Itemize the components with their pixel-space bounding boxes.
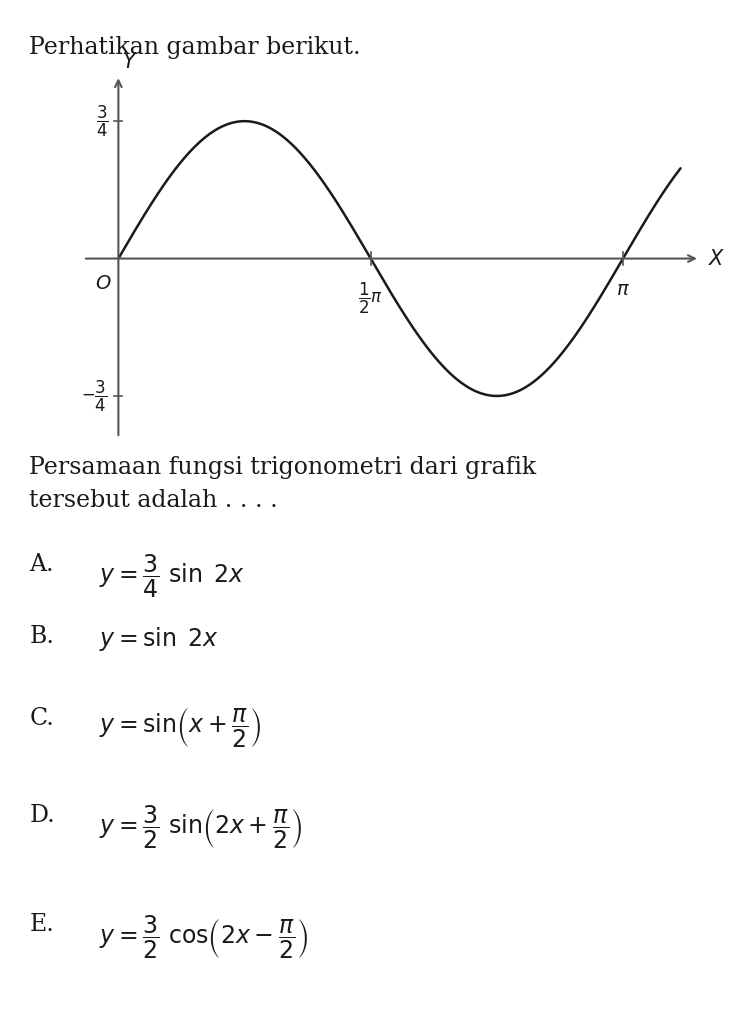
- Text: $O$: $O$: [95, 275, 112, 293]
- Text: $y = \dfrac{3}{4}\ \sin\ 2x$: $y = \dfrac{3}{4}\ \sin\ 2x$: [99, 553, 245, 600]
- Text: $y = \sin\!\left(x + \dfrac{\pi}{2}\right)$: $y = \sin\!\left(x + \dfrac{\pi}{2}\righ…: [99, 707, 261, 750]
- Text: C.: C.: [29, 707, 54, 729]
- Text: B.: B.: [29, 625, 54, 647]
- Text: $Y$: $Y$: [123, 51, 139, 72]
- Text: $y = \dfrac{3}{2}\ \cos\!\left(2x - \dfrac{\pi}{2}\right)$: $y = \dfrac{3}{2}\ \cos\!\left(2x - \dfr…: [99, 913, 308, 961]
- Text: Persamaan fungsi trigonometri dari grafik
tersebut adalah . . . .: Persamaan fungsi trigonometri dari grafi…: [29, 456, 537, 512]
- Text: $-\dfrac{3}{4}$: $-\dfrac{3}{4}$: [81, 378, 108, 414]
- Text: E.: E.: [29, 913, 54, 936]
- Text: $\dfrac{1}{2}\pi$: $\dfrac{1}{2}\pi$: [358, 281, 383, 315]
- Text: D.: D.: [29, 804, 55, 826]
- Text: A.: A.: [29, 553, 54, 575]
- Text: $y = \dfrac{3}{2}\ \sin\!\left(2x + \dfrac{\pi}{2}\right)$: $y = \dfrac{3}{2}\ \sin\!\left(2x + \dfr…: [99, 804, 302, 851]
- Text: $\dfrac{3}{4}$: $\dfrac{3}{4}$: [96, 103, 109, 139]
- Text: $y = \sin\ 2x$: $y = \sin\ 2x$: [99, 625, 219, 652]
- Text: $X$: $X$: [708, 249, 725, 268]
- Text: $\pi$: $\pi$: [616, 281, 630, 299]
- Text: Perhatikan gambar berikut.: Perhatikan gambar berikut.: [29, 36, 361, 58]
